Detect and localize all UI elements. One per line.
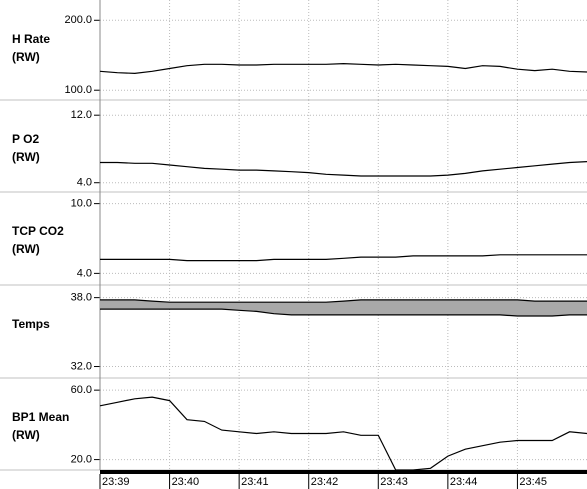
x-tick-label: 23:42 xyxy=(311,476,339,488)
y-tick-label: 10.0 xyxy=(71,198,92,210)
trace xyxy=(100,299,587,303)
panel-label: H Rate xyxy=(12,32,50,46)
panel-label: (RW) xyxy=(12,242,40,256)
panel-label: Temps xyxy=(12,317,50,331)
y-tick-label: 60.0 xyxy=(71,384,92,396)
x-tick-label: 23:41 xyxy=(241,476,269,488)
x-tick-label: 23:43 xyxy=(380,476,408,488)
y-tick-label: 100.0 xyxy=(64,84,92,96)
panel-label: (RW) xyxy=(12,50,40,64)
band-fill xyxy=(100,299,587,316)
trace xyxy=(99,396,587,471)
x-tick-label: 23:40 xyxy=(172,476,200,488)
x-tick-label: 23:45 xyxy=(519,476,547,488)
y-tick-label: 200.0 xyxy=(64,14,92,26)
y-tick-label: 12.0 xyxy=(71,109,92,121)
trace xyxy=(100,161,587,177)
trace xyxy=(100,308,587,317)
panel-label: (RW) xyxy=(12,150,40,164)
y-tick-label: 38.0 xyxy=(71,292,92,304)
y-tick-label: 20.0 xyxy=(71,453,92,465)
y-tick-label: 32.0 xyxy=(71,360,92,372)
x-tick-label: 23:39 xyxy=(102,476,130,488)
x-axis-bar xyxy=(100,470,587,474)
panel-label: BP1 Mean xyxy=(12,410,69,424)
x-tick-label: 23:44 xyxy=(450,476,478,488)
trace xyxy=(99,62,587,75)
panel-label: TCP CO2 xyxy=(12,224,64,238)
panel-label: P O2 xyxy=(12,132,39,146)
y-tick-label: 4.0 xyxy=(77,177,92,189)
y-tick-label: 4.0 xyxy=(77,267,92,279)
panel-label: (RW) xyxy=(12,428,40,442)
trace xyxy=(100,254,587,262)
